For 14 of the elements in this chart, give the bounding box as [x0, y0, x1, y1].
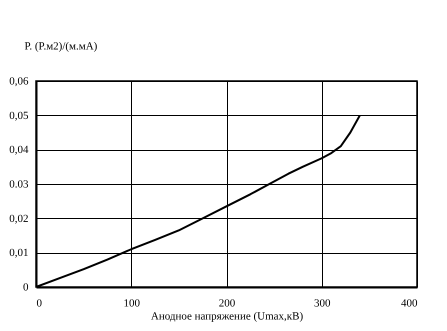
- y-tick-label: 0.03: [9, 178, 29, 190]
- x-tick-label: 200: [218, 298, 236, 310]
- y-tick-label: 0,06: [9, 76, 29, 88]
- y-tick-label: 0,02: [9, 212, 28, 225]
- x-tick-label: 300: [314, 298, 331, 310]
- y-tick-label: 0,01: [9, 247, 28, 260]
- y-tick-label: 0,04: [9, 144, 29, 156]
- y-axis-title: P. (P.м2)/(м.мА): [24, 40, 98, 52]
- x-tick-label: 0: [36, 298, 42, 310]
- x-tick-label: 400: [401, 298, 418, 310]
- y-tick-label: 0,05: [9, 110, 29, 122]
- y-tick-label: 0: [23, 282, 29, 294]
- x-axis-title: Анодное напряжение (Umax,кВ): [150, 310, 304, 322]
- x-tick-label: 100: [124, 298, 140, 310]
